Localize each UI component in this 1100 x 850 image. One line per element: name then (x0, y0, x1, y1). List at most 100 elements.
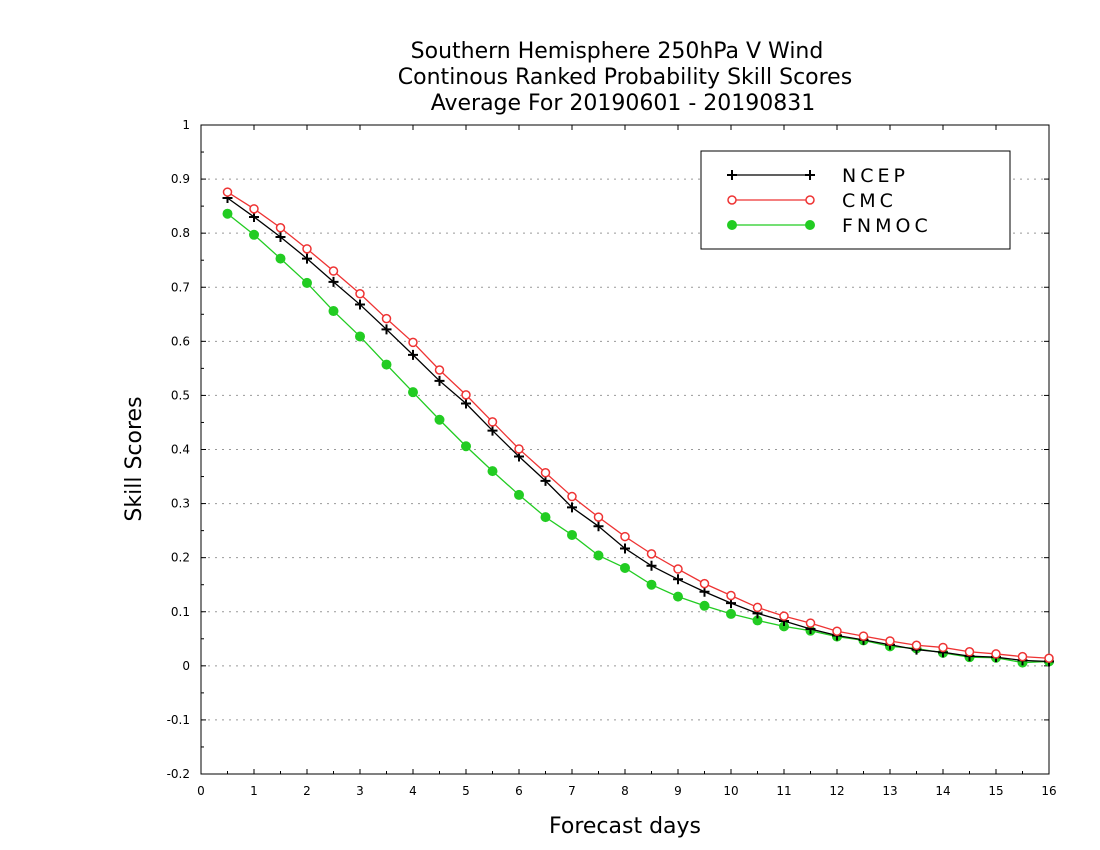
data-point-fnmoc (461, 441, 471, 452)
data-point-ncep (408, 349, 418, 360)
data-point-fnmoc (328, 306, 339, 317)
data-point-cmc (885, 636, 895, 646)
chart-title-line-1: Southern Hemisphere 250hPa V Wind (411, 39, 824, 64)
chart-title-line-3: Average For 20190601 - 20190831 (431, 91, 816, 116)
x-tick-label: 11 (776, 784, 791, 798)
data-point-fnmoc (673, 591, 683, 602)
x-tick-label: 8 (621, 784, 629, 798)
data-point-cmc (593, 512, 604, 522)
data-point-cmc (328, 266, 339, 276)
x-axis-ticks: 0 1 2 3 4 5 6 7 8 9 10 11 12 13 14 15 16 (197, 125, 1057, 798)
data-point-ncep (355, 299, 365, 310)
data-point-cmc (275, 223, 286, 233)
data-point-cmc (646, 549, 657, 559)
data-point-cmc (911, 640, 922, 651)
data-point-ncep (328, 276, 339, 287)
data-point-cmc (991, 649, 1001, 659)
data-point-fnmoc (593, 550, 604, 561)
data-point-fnmoc (434, 414, 445, 425)
x-tick-label: 3 (356, 784, 364, 798)
x-tick-label: 16 (1041, 784, 1056, 798)
data-point-cmc (964, 647, 975, 657)
chart-title: Southern Hemisphere 250hPa V Wind Contin… (398, 39, 852, 116)
data-point-ncep (540, 475, 551, 486)
data-point-cmc (540, 468, 551, 478)
data-point-fnmoc (408, 387, 418, 398)
y-tick-label: 0.1 (171, 605, 190, 619)
x-axis-label: Forecast days (549, 814, 701, 839)
x-tick-label: 10 (723, 784, 738, 798)
data-point-cmc (461, 390, 471, 400)
y-tick-label: 1 (182, 118, 190, 132)
y-tick-label: 0.7 (171, 280, 190, 294)
data-point-ncep (646, 560, 657, 571)
data-point-fnmoc (620, 562, 630, 573)
data-point-cmc (487, 417, 498, 427)
data-point-ncep (381, 324, 392, 335)
data-point-fnmoc (275, 253, 286, 264)
y-tick-label: 0.6 (171, 334, 190, 348)
data-point-cmc (434, 365, 445, 375)
legend-marker-ncep (727, 170, 737, 180)
data-point-ncep (275, 231, 286, 242)
legend-label-cmc: CMC (842, 190, 897, 212)
y-tick-label: 0.5 (171, 388, 190, 402)
data-point-ncep (461, 398, 471, 409)
data-point-ncep (487, 425, 498, 436)
series-line-ncep (227, 197, 1050, 663)
x-tick-label: 9 (674, 784, 682, 798)
legend: NCEP CMC FNMOC (700, 150, 1011, 250)
y-tick-label: 0 (182, 659, 190, 673)
x-tick-label: 6 (515, 784, 523, 798)
data-point-ncep (249, 211, 259, 222)
data-point-cmc (699, 578, 710, 589)
x-tick-label: 1 (250, 784, 258, 798)
legend-label-ncep: NCEP (842, 165, 909, 187)
data-point-cmc (726, 590, 736, 601)
data-point-fnmoc (540, 512, 551, 523)
y-tick-label: 0.8 (171, 226, 190, 240)
data-point-cmc (567, 491, 577, 502)
data-point-ncep (434, 375, 445, 386)
data-point-fnmoc (567, 529, 577, 540)
data-point-fnmoc (355, 331, 365, 342)
series-cmc (222, 187, 1054, 664)
data-point-cmc (514, 444, 524, 454)
data-point-fnmoc (302, 277, 312, 288)
data-point-cmc (355, 288, 365, 299)
legend-marker-ncep (805, 170, 815, 180)
x-tick-label: 2 (303, 784, 311, 798)
legend-entry-cmc: CMC (727, 190, 897, 212)
x-tick-label: 7 (568, 784, 576, 798)
data-point-fnmoc (249, 229, 259, 240)
data-point-cmc (1044, 653, 1054, 664)
data-point-ncep (673, 574, 683, 585)
y-tick-label: 0.3 (171, 497, 190, 511)
data-point-ncep (567, 502, 577, 513)
data-point-fnmoc (646, 579, 657, 590)
series-line-fnmoc (227, 213, 1050, 664)
data-point-fnmoc (514, 489, 524, 500)
legend-entry-fnmoc: FNMOC (727, 215, 928, 237)
data-point-ncep (593, 521, 604, 532)
legend-marker-fnmoc (727, 220, 737, 230)
x-tick-label: 14 (935, 784, 950, 798)
data-point-cmc (1017, 651, 1028, 662)
data-point-cmc (249, 204, 259, 214)
data-series (222, 187, 1054, 668)
series-line-cmc (227, 191, 1050, 659)
legend-marker-cmc (727, 195, 737, 205)
x-tick-label: 15 (988, 784, 1003, 798)
data-point-cmc (620, 531, 630, 542)
data-point-ncep (620, 543, 630, 554)
y-tick-label: 0.9 (171, 172, 190, 186)
y-axis-label: Skill Scores (122, 396, 147, 521)
data-point-cmc (805, 618, 816, 628)
data-point-fnmoc (726, 608, 736, 619)
y-tick-label: 0.4 (171, 443, 190, 457)
data-point-fnmoc (381, 359, 392, 370)
data-point-cmc (302, 244, 312, 254)
y-tick-label: -0.2 (167, 767, 190, 781)
legend-marker-fnmoc (805, 220, 815, 230)
